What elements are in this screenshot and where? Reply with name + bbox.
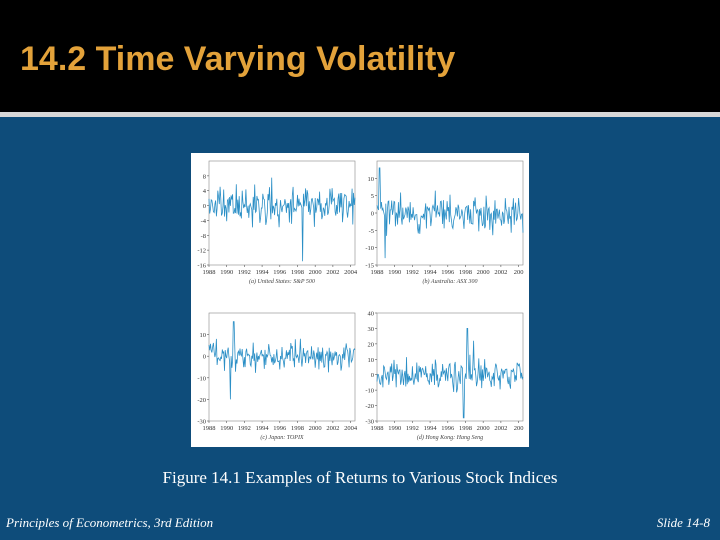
y-tick-label: -8 [201,233,206,240]
y-tick-label: 4 [203,188,207,195]
y-tick-label: -20 [365,403,374,410]
x-tick-label: 1998 [291,425,304,432]
x-tick-label: 1996 [441,269,455,276]
y-tick-label: -30 [197,419,206,426]
x-tick-label: 1988 [371,269,384,276]
y-tick-label: -10 [365,388,374,395]
x-tick-label: 1990 [220,269,233,276]
plot-frame [208,160,356,266]
y-tick-label: -30 [365,419,374,426]
y-tick-label: 30 [368,326,375,333]
panel-caption: (d) Hong Kong: Hang Seng [417,434,483,441]
y-tick-label: 0 [371,372,374,379]
x-tick-label: 1996 [273,425,287,432]
y-tick-label: 10 [368,357,375,364]
x-tick-label: 2002 [326,269,339,276]
y-tick-label: -20 [197,397,206,404]
x-tick-label: 2002 [494,425,507,432]
slide-title: 14.2 Time Varying Volatility [20,40,456,78]
return-series-line [208,321,356,400]
x-tick-label: 2000 [477,425,490,432]
x-tick-label: 1992 [238,425,251,432]
y-tick-label: 0 [203,203,206,210]
panel-caption: (b) Australia: ASX 300 [423,278,478,285]
y-tick-label: 10 [200,332,207,339]
x-tick-label: 2004 [344,269,358,276]
y-tick-label: -5 [369,228,374,235]
panel-caption: (c) Japan: TOPIX [260,434,304,441]
y-tick-label: -15 [365,263,374,270]
plot-frame [208,312,356,422]
x-tick-label: 2000 [309,425,322,432]
x-tick-label: 1988 [203,269,216,276]
y-tick-label: 0 [371,211,374,218]
return-series-line [376,327,524,419]
x-tick-label: 2004 [344,425,358,432]
y-tick-label: 5 [371,193,374,200]
x-tick-label: 1998 [291,269,304,276]
x-tick-label: 1994 [256,425,270,432]
x-tick-label: 1998 [459,425,472,432]
y-tick-label: 40 [368,311,375,318]
x-tick-label: 1992 [238,269,251,276]
x-tick-label: 2002 [494,269,507,276]
figure-caption: Figure 14.1 Examples of Returns to Vario… [162,468,558,487]
return-series-line [376,167,524,259]
plot-frame [376,312,524,422]
y-tick-label: -16 [197,263,206,270]
footer-slide-number: Slide 14-8 [656,515,710,530]
y-tick-label: 8 [203,173,206,180]
panel-caption: (a) United States: S&P 500 [249,278,315,285]
y-tick-label: -10 [197,375,206,382]
x-tick-label: 200 [514,269,524,276]
x-tick-label: 2002 [326,425,339,432]
y-tick-label: -10 [365,245,374,252]
x-tick-label: 1990 [220,425,233,432]
x-tick-label: 1994 [256,269,270,276]
y-tick-label: 10 [368,176,375,183]
x-tick-label: 2000 [309,269,322,276]
y-tick-label: 20 [368,341,375,348]
title-divider [0,112,720,117]
return-series-line [208,177,356,262]
y-tick-label: 0 [203,354,206,361]
title-bar: 14.2 Time Varying Volatility [0,0,720,112]
x-tick-label: 1988 [371,425,384,432]
x-tick-label: 1988 [203,425,216,432]
x-tick-label: 1992 [406,269,419,276]
x-tick-label: 2000 [477,269,490,276]
figure-panel: 8 4 0 -4 -8 -12 -16 1988 1990 1992 1994 1996 1998 200… [191,153,529,447]
y-tick-label: -12 [197,248,206,255]
x-tick-label: 1992 [406,425,419,432]
x-tick-label: 1994 [424,425,438,432]
x-tick-label: 1996 [273,269,287,276]
y-tick-label: -4 [201,218,207,225]
x-tick-label: 1998 [459,269,472,276]
x-tick-label: 1990 [388,425,401,432]
x-tick-label: 1994 [424,269,438,276]
footer-book-title: Principles of Econometrics, 3rd Edition [6,515,214,530]
x-tick-label: 1990 [388,269,401,276]
x-tick-label: 1996 [441,425,455,432]
x-tick-label: 200 [514,425,524,432]
